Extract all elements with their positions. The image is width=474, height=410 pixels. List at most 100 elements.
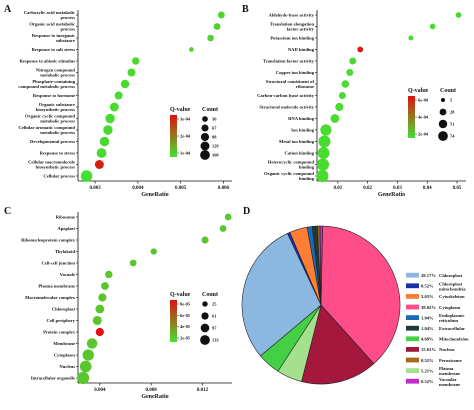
category-label: Response to salt stress	[32, 47, 76, 52]
pie-legend-label-cont: reticulum	[439, 318, 458, 323]
data-point	[316, 158, 330, 171]
data-point	[320, 124, 332, 136]
x-tick-label: 0.03	[393, 186, 402, 191]
pie-legend-swatch	[406, 283, 419, 289]
data-point	[346, 69, 354, 76]
data-point	[338, 92, 346, 99]
category-label-cont: process	[61, 27, 76, 32]
pie-legend-percent: 1.04%	[421, 326, 434, 331]
qvalue-colorbar	[408, 96, 415, 138]
data-point	[341, 80, 350, 88]
category-label: Organic substance	[39, 102, 75, 107]
category-label: Nucleus	[59, 364, 75, 369]
pie-legend-label: Chloroplast	[439, 281, 463, 286]
pie-slice	[320, 225, 401, 365]
category-label: Thylakoid	[55, 249, 76, 254]
x-tick-label: 0.05	[453, 186, 462, 191]
pie-legend-percent: 15.63%	[421, 347, 436, 352]
x-tick-label: 0.003	[89, 186, 101, 191]
pie-legend-percent: 29.17%	[421, 273, 436, 278]
data-point	[80, 170, 93, 182]
data-point	[217, 11, 225, 19]
data-point	[98, 293, 107, 302]
count-legend-label: 160	[212, 153, 219, 158]
data-point	[95, 327, 104, 337]
panel-letter: A	[4, 4, 12, 15]
x-tick-label: 0.004	[94, 388, 106, 393]
data-point	[94, 160, 104, 169]
count-legend-label: 67	[212, 126, 217, 131]
category-label: Organic cyclic compound	[25, 114, 75, 119]
qvalue-legend-title: Q-value	[170, 292, 191, 298]
category-label-cont: biosynthetic process	[36, 107, 76, 112]
qvalue-tick-label: 8e-05	[180, 302, 191, 307]
category-label: Aldehyde-lyase activity	[268, 13, 314, 18]
pie-legend-percent: 4.69%	[421, 337, 434, 342]
qvalue-tick-label: 2e-04	[418, 132, 429, 137]
category-label-cont: factor activity	[287, 27, 315, 32]
x-axis-title: GeneRatio	[378, 192, 405, 198]
data-point	[101, 282, 109, 290]
x-tick-label: 0.04	[423, 186, 432, 191]
category-label-cont: process	[61, 15, 76, 20]
category-label: Nitrogen compound	[36, 68, 76, 73]
count-legend-dot	[438, 131, 448, 141]
count-legend-label: 98	[212, 135, 217, 140]
category-label: Ribonucleoprotein complex	[21, 238, 76, 243]
count-legend-label: 25	[212, 302, 217, 307]
pie-legend-swatch	[406, 357, 419, 363]
qvalue-legend-title: Q-value	[408, 88, 429, 94]
pie-legend-percent: 38.02%	[421, 305, 436, 310]
count-legend-dot	[200, 141, 210, 151]
qvalue-tick-label: 3e-04	[180, 117, 191, 122]
category-label: Cell-cell junction	[41, 261, 75, 266]
category-label: Potassium ion binding	[270, 36, 314, 41]
x-tick-label: 0.012	[197, 388, 209, 393]
pie-legend-swatch	[406, 368, 419, 373]
category-label: Cellular aromatic compound	[19, 125, 76, 130]
category-label-cont: binding	[299, 165, 315, 170]
count-legend-label: 28	[450, 110, 455, 115]
data-point	[317, 147, 330, 159]
data-point	[318, 135, 331, 148]
qvalue-colorbar	[170, 115, 177, 157]
pie-legend-label: Cytoskeleton	[439, 294, 465, 299]
category-label-cont: metabolic process	[40, 130, 75, 135]
category-label-cont: metabolic process	[40, 73, 75, 78]
pie-legend-percent: 1.04%	[421, 315, 434, 320]
qvalue-tick-label: 6e-05	[180, 313, 191, 318]
qvalue-tick-label: 4e-05	[180, 324, 191, 329]
pie-legend-label: Chloroplast	[439, 273, 463, 278]
x-axis-title: GeneRatio	[141, 394, 168, 400]
count-legend-label: 97	[212, 326, 217, 331]
category-label: Response to hormone	[33, 93, 75, 98]
x-tick-label: 0.004	[132, 186, 144, 191]
pie-legend-percent: 0.52%	[421, 358, 434, 363]
count-legend-label: 36	[212, 117, 217, 122]
count-legend-dot	[202, 116, 208, 122]
category-label-cont: biosynthetic process	[36, 165, 76, 170]
x-tick-label: 0.005	[175, 186, 187, 191]
category-label: Cellular macromolecule	[28, 160, 75, 165]
count-legend-label: 5	[450, 98, 453, 103]
pie-legend-label: Nucleus	[439, 347, 455, 352]
x-tick-label: 0.008	[146, 388, 158, 393]
data-point	[127, 68, 136, 77]
qvalue-colorbar	[170, 300, 177, 342]
category-label: Vacuole	[60, 272, 75, 277]
count-legend-dot	[200, 323, 210, 333]
pie-legend-swatch	[406, 378, 419, 384]
pie-legend-swatch	[406, 336, 419, 342]
category-label: Cytoplasm	[54, 353, 75, 358]
category-label: Ribosome	[56, 215, 75, 220]
category-label: Carboxylic acid metabolic	[24, 10, 75, 15]
pie-legend-swatch	[406, 272, 419, 278]
panel-letter: D	[243, 206, 250, 217]
pie-legend-percent: 0.52%	[421, 284, 434, 289]
category-label: RNA binding	[288, 116, 315, 121]
category-label: Organic cyclic compound	[264, 171, 314, 176]
category-label-cont: metabolic process	[40, 119, 75, 124]
category-label: Protein complex	[43, 330, 76, 335]
pie-legend-swatch	[406, 304, 419, 310]
